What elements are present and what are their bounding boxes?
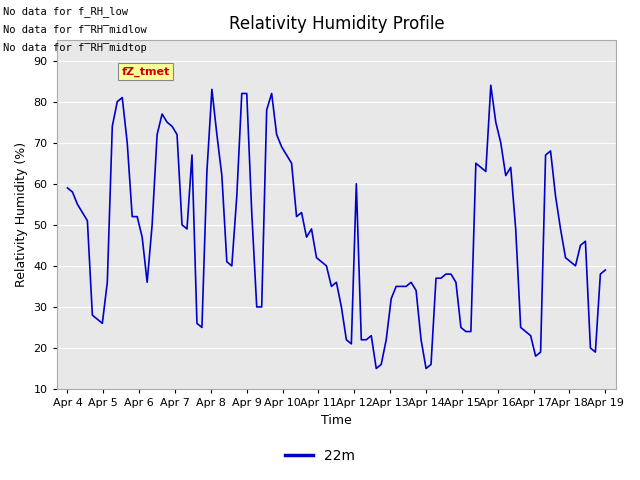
- Legend: 22m: 22m: [280, 443, 360, 468]
- Text: No data for f̅RH̅midtop: No data for f̅RH̅midtop: [3, 43, 147, 53]
- X-axis label: Time: Time: [321, 414, 352, 427]
- Title: Relativity Humidity Profile: Relativity Humidity Profile: [228, 15, 444, 33]
- Text: No data for f_RH_low: No data for f_RH_low: [3, 6, 128, 17]
- Text: No data for f̅RH̅midlow: No data for f̅RH̅midlow: [3, 24, 147, 35]
- Y-axis label: Relativity Humidity (%): Relativity Humidity (%): [15, 142, 28, 287]
- Text: fZ_tmet: fZ_tmet: [122, 66, 170, 77]
